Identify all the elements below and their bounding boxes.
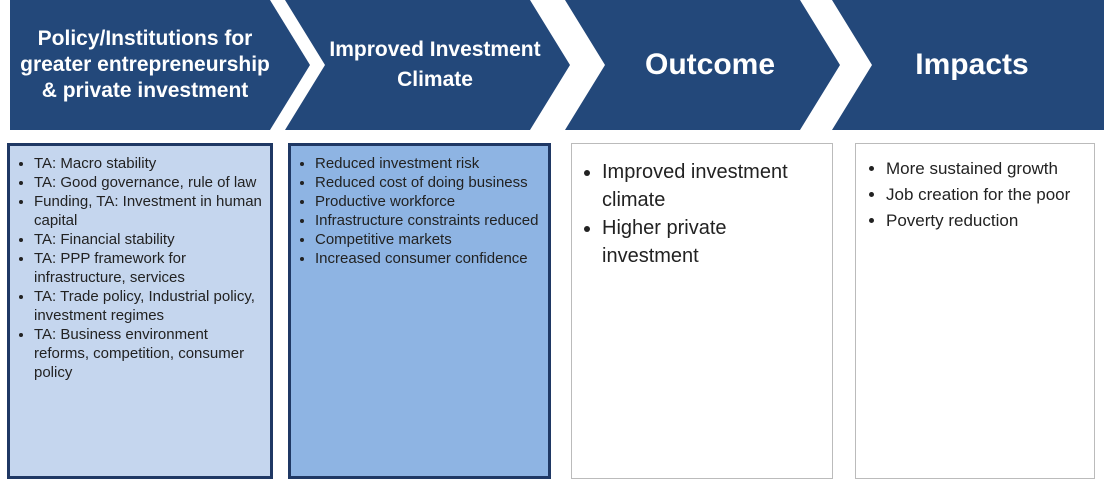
list-item: TA: Business environment reforms, compet… <box>34 325 266 382</box>
list-item: Productive workforce <box>315 192 544 211</box>
list-item: Infrastructure constraints reduced <box>315 211 544 230</box>
column-box: Reduced investment riskReduced cost of d… <box>288 143 551 479</box>
column-box: More sustained growthJob creation for th… <box>855 143 1095 479</box>
chevrons <box>10 0 1104 130</box>
list-item: TA: Good governance, rule of law <box>34 173 266 192</box>
column-heading: Impacts <box>915 48 1029 81</box>
list-item: Reduced investment risk <box>315 154 544 173</box>
list: Reduced investment riskReduced cost of d… <box>295 154 544 268</box>
list-item: Poverty reduction <box>886 208 1084 234</box>
column-heading: Outcome <box>644 48 776 81</box>
list-item: Higher private investment <box>602 214 822 270</box>
column-box: TA: Macro stabilityTA: Good governance, … <box>7 143 273 479</box>
list: TA: Macro stabilityTA: Good governance, … <box>14 154 266 382</box>
list-item: Improved investment climate <box>602 158 822 214</box>
list-item: TA: PPP framework for infrastructure, se… <box>34 249 266 287</box>
list: Improved investment climateHigher privat… <box>582 158 822 270</box>
column-box: Improved investment climateHigher privat… <box>571 143 833 479</box>
chevron <box>10 0 310 130</box>
column-heading: Policy/Institutions for greater entrepre… <box>20 27 270 102</box>
list-item: Funding, TA: Investment in human capital <box>34 192 266 230</box>
column-heading: Improved Investment Climate <box>329 38 541 91</box>
chevron <box>832 0 1104 130</box>
chevron <box>565 0 840 130</box>
list-item: Competitive markets <box>315 230 544 249</box>
list-item: More sustained growth <box>886 156 1084 182</box>
chevron <box>285 0 570 130</box>
list-item: Reduced cost of doing business <box>315 173 544 192</box>
list-item: TA: Trade policy, Industrial policy, inv… <box>34 287 266 325</box>
list-item: Job creation for the poor <box>886 182 1084 208</box>
list-item: TA: Financial stability <box>34 230 266 249</box>
list-item: Increased consumer confidence <box>315 249 544 268</box>
list-item: TA: Macro stability <box>34 154 266 173</box>
list: More sustained growthJob creation for th… <box>866 156 1084 234</box>
